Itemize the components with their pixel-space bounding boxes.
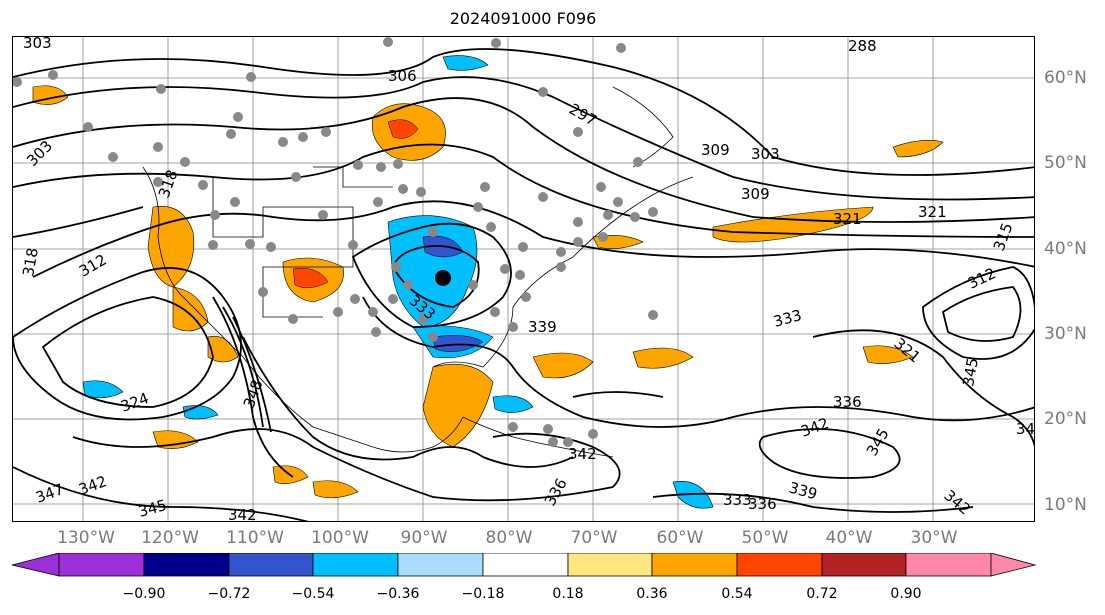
contour-label: 303 xyxy=(751,145,780,163)
contour-label: 347 xyxy=(33,480,66,507)
contour-label: 342 xyxy=(798,414,831,441)
contour-label: 321 xyxy=(918,203,947,221)
contour-label: 348 xyxy=(240,377,267,410)
lat-label: 40°N xyxy=(1044,239,1087,259)
colorbar-tick: 0.90 xyxy=(890,586,922,602)
lon-label: 30°W xyxy=(910,528,958,548)
colorbar-tick: −0.18 xyxy=(461,586,505,602)
contour-label: 303 xyxy=(23,137,56,170)
lon-label: 60°W xyxy=(656,528,704,548)
contour-label: 318 xyxy=(155,167,182,200)
lon-label: 100°W xyxy=(311,528,369,548)
coastlines xyxy=(142,86,694,458)
contour-labels: 303 306 297 309 303 309 318 321 321 315 … xyxy=(19,37,1035,522)
lon-label: 130°W xyxy=(57,528,115,548)
contour-label: 309 xyxy=(741,185,770,203)
colorbar-tick: −0.36 xyxy=(376,586,420,602)
colorbar-segment xyxy=(567,553,653,577)
contour-label: 342 xyxy=(940,486,974,518)
colorbar-tick: −0.72 xyxy=(207,586,251,602)
colorbar-tick: −0.54 xyxy=(291,586,335,602)
lat-label: 30°N xyxy=(1044,324,1087,344)
center-marker xyxy=(435,270,451,286)
height-contours xyxy=(13,48,1034,521)
contour-label: 312 xyxy=(965,264,999,292)
colorbar-tick: 0.54 xyxy=(721,586,753,602)
lon-label: 110°W xyxy=(226,528,284,548)
contour-label: 345 xyxy=(959,356,982,387)
contour-label: 342 xyxy=(1016,420,1035,438)
colorbar-tick: 0.72 xyxy=(806,586,838,602)
lon-label: 120°W xyxy=(141,528,199,548)
contour-label: 315 xyxy=(990,220,1017,253)
station-markers xyxy=(13,37,658,447)
colorbar-tick: 0.36 xyxy=(636,586,668,602)
contour-label: 345 xyxy=(136,496,168,521)
colorbar-segment xyxy=(228,553,314,577)
map-canvas: 303 306 297 309 303 309 318 321 321 315 … xyxy=(13,37,1035,522)
contour-label: 288 xyxy=(848,37,877,55)
colorbar-segment xyxy=(143,553,230,577)
contour-label: 333 xyxy=(771,306,803,331)
contour-label: 345 xyxy=(863,425,893,459)
contour-label: 342 xyxy=(568,445,597,463)
colorbar-segment xyxy=(821,553,907,577)
lat-label: 20°N xyxy=(1044,409,1087,429)
contour-label: 309 xyxy=(701,141,730,159)
map-title: 2024091000 F096 xyxy=(449,9,597,28)
contour-label: 339 xyxy=(528,318,557,336)
map-panel: 303 306 297 309 303 309 318 321 321 315 … xyxy=(12,36,1035,522)
contour-label: 336 xyxy=(833,393,862,411)
lon-label: 90°W xyxy=(400,528,448,548)
colorbar-tick: 0.18 xyxy=(552,586,584,602)
contour-label: 339 xyxy=(787,478,819,503)
colorbar-segment xyxy=(651,553,738,577)
colorbar-segment xyxy=(482,553,569,577)
colorbar-segment xyxy=(736,553,823,577)
contour-label: 306 xyxy=(388,67,417,85)
contour-label: 333 xyxy=(723,491,752,509)
contour-label: 342 xyxy=(76,472,109,499)
colorbar-extend-low xyxy=(11,553,60,577)
contour-label: 336 xyxy=(748,495,777,513)
colorbar-segment xyxy=(397,553,484,577)
contour-label: 297 xyxy=(566,100,600,130)
lat-label: 60°N xyxy=(1044,68,1087,88)
colorbar xyxy=(11,553,1037,577)
lat-label: 10°N xyxy=(1044,495,1087,515)
contour-label: 321 xyxy=(833,210,862,228)
lon-label: 80°W xyxy=(485,528,533,548)
colorbar-segment xyxy=(58,553,145,577)
colorbar-segment xyxy=(905,553,992,577)
colorbar-segment xyxy=(312,553,399,577)
lon-label: 40°W xyxy=(825,528,873,548)
strong-positive-shading xyxy=(292,119,419,289)
contour-label: 318 xyxy=(19,246,42,277)
lon-label: 70°W xyxy=(570,528,618,548)
contour-label: 303 xyxy=(23,37,52,52)
colorbar-extend-high xyxy=(990,553,1037,577)
lat-label: 50°N xyxy=(1044,153,1087,173)
contour-label: 342 xyxy=(228,506,257,522)
lon-label: 50°W xyxy=(741,528,789,548)
colorbar-tick: −0.90 xyxy=(122,586,166,602)
contour-label: 324 xyxy=(118,389,151,416)
